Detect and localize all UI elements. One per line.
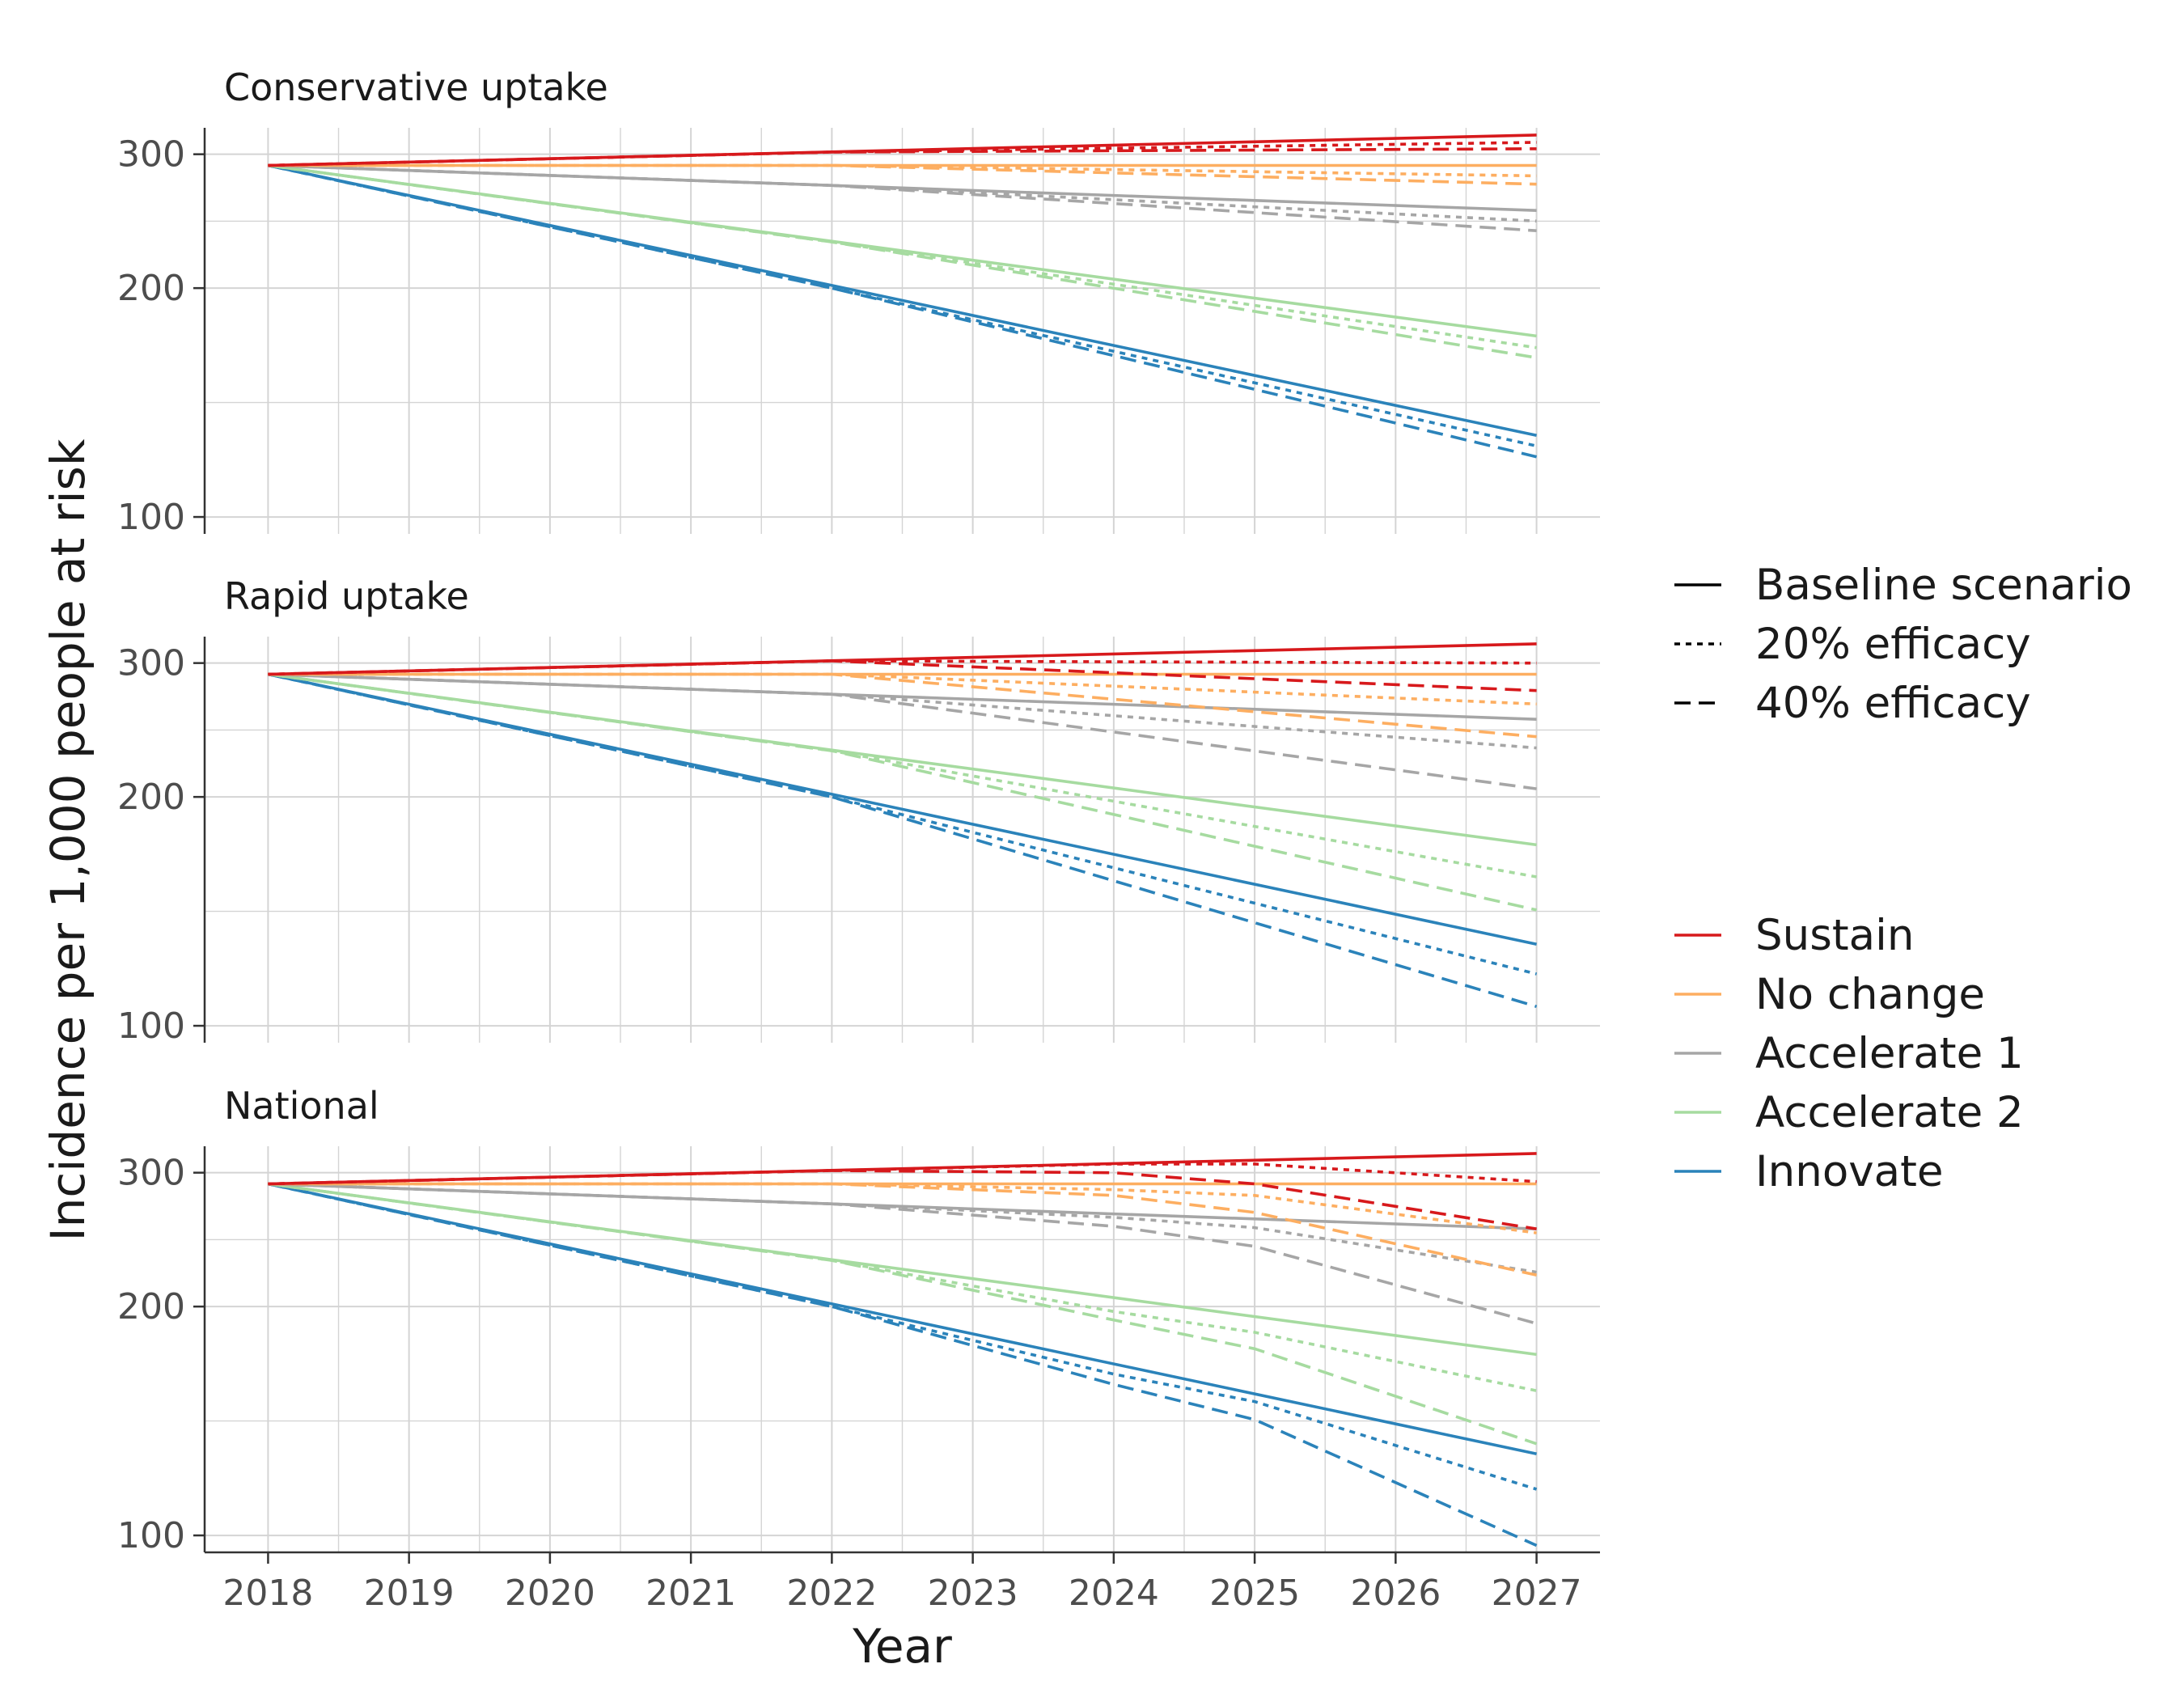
panel-conservative-uptake: Conservative uptake 100 200 300 xyxy=(117,66,1600,538)
x-tick-label: 2026 xyxy=(1350,1573,1441,1614)
legend-label: Accelerate 1 xyxy=(1755,1029,2024,1078)
x-tick-label: 2021 xyxy=(645,1573,736,1614)
series-line-no-change-20-efficacy xyxy=(268,163,1537,178)
y-tick-label: 100 xyxy=(117,497,185,538)
series-line-accelerate-1-20-efficacy xyxy=(268,163,1537,223)
x-tick-label: 2022 xyxy=(786,1573,877,1614)
x-tick-label: 2025 xyxy=(1209,1573,1300,1614)
y-tick-label: 100 xyxy=(117,1006,185,1047)
legend-label: Sustain xyxy=(1755,911,1914,960)
series-line-sustain-20-efficacy xyxy=(268,659,1537,676)
y-tick-label: 200 xyxy=(117,777,185,818)
series-line-innovate-baseline-scenario xyxy=(268,672,1537,946)
y-tick-label: 200 xyxy=(117,1286,185,1327)
series-lines xyxy=(268,133,1538,459)
series-line-no-change-20-efficacy xyxy=(268,672,1537,706)
series-line-innovate-20-efficacy xyxy=(268,163,1537,448)
series-line-accelerate-2-baseline-scenario xyxy=(268,1182,1537,1357)
x-axis-title: Year xyxy=(852,1619,952,1674)
series-line-innovate-40-efficacy xyxy=(268,1182,1538,1547)
legend-label: 20% efficacy xyxy=(1755,620,2031,669)
legend-color: Sustain No change Accelerate 1 Accelerate 2… xyxy=(1674,911,2024,1196)
y-tick-label: 200 xyxy=(117,268,185,309)
y-tick-label: 300 xyxy=(117,1153,185,1194)
y-tick-label: 300 xyxy=(117,643,185,684)
series-line-accelerate-1-baseline-scenario xyxy=(268,163,1537,212)
legend-label: Innovate xyxy=(1755,1147,1943,1196)
panel-title: Conservative uptake xyxy=(224,66,608,109)
x-tick-label: 2020 xyxy=(505,1573,595,1614)
panel-rapid-uptake: Rapid uptake 100 200 300 xyxy=(117,574,1600,1047)
x-tick-label: 2019 xyxy=(364,1573,455,1614)
legend-label: 40% efficacy xyxy=(1755,679,2031,728)
panel-national: National 100 200 300 2018 2019 2020 2021 2022 202… xyxy=(117,1084,1600,1614)
grid xyxy=(205,128,1600,534)
x-tick-label: 2024 xyxy=(1069,1573,1159,1614)
series-line-sustain-baseline-scenario xyxy=(268,642,1537,676)
panel-title: Rapid uptake xyxy=(224,574,469,618)
y-tick-label: 300 xyxy=(117,134,185,176)
series-line-accelerate-2-baseline-scenario xyxy=(268,163,1537,338)
series-line-sustain-baseline-scenario xyxy=(268,133,1537,167)
y-tick-label: 100 xyxy=(117,1515,185,1556)
series-line-sustain-baseline-scenario xyxy=(268,1152,1537,1186)
series-line-innovate-baseline-scenario xyxy=(268,1182,1537,1456)
legend-label: Accelerate 2 xyxy=(1755,1088,2024,1137)
series-lines xyxy=(268,642,1538,1009)
legend-label: Baseline scenario xyxy=(1755,561,2132,610)
grid xyxy=(205,1146,1600,1552)
panel-title: National xyxy=(224,1084,379,1128)
series-line-accelerate-1-baseline-scenario xyxy=(268,672,1537,721)
series-line-innovate-baseline-scenario xyxy=(268,163,1537,438)
x-tick-label: 2027 xyxy=(1492,1573,1582,1614)
series-line-accelerate-1-20-efficacy xyxy=(268,672,1537,750)
series-lines xyxy=(268,1152,1538,1547)
series-line-sustain-20-efficacy xyxy=(268,141,1537,167)
series-line-accelerate-1-baseline-scenario xyxy=(268,1182,1537,1230)
series-line-accelerate-2-baseline-scenario xyxy=(268,672,1537,847)
legend-label: No change xyxy=(1755,970,1985,1019)
y-axis-title: Incidence per 1,000 people at risk xyxy=(40,438,95,1241)
x-tick-label: 2018 xyxy=(222,1573,313,1614)
legend-linetype: Baseline scenario 20% efficacy 40% efficac… xyxy=(1674,561,2132,728)
x-tick-label: 2023 xyxy=(928,1573,1018,1614)
